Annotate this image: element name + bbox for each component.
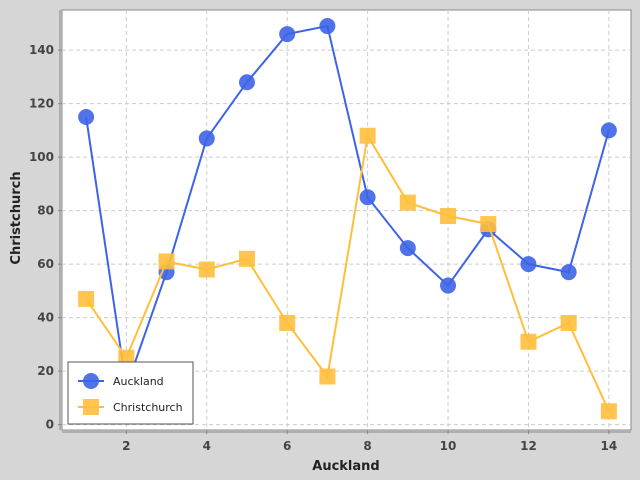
legend-box	[67, 361, 194, 425]
legend-label-christchurch: Christchurch	[113, 401, 183, 414]
y-axis-ticks: 0 20 40 60 80 100 120 140	[29, 43, 62, 432]
x-tick-label: 10	[440, 439, 457, 453]
x-tick-label: 6	[283, 439, 291, 453]
data-point-christchurch	[158, 253, 175, 270]
y-axis-title: Christchurch	[9, 171, 24, 264]
data-point-auckland	[78, 109, 95, 126]
data-point-christchurch	[440, 207, 457, 224]
data-point-christchurch	[78, 290, 95, 307]
data-point-christchurch	[279, 314, 296, 331]
y-tick-label: 0	[46, 418, 54, 432]
data-point-christchurch	[238, 250, 255, 267]
legend-marker-christchurch	[83, 399, 99, 415]
data-point-christchurch	[560, 314, 577, 331]
data-point-christchurch	[520, 333, 537, 350]
data-point-auckland	[520, 256, 537, 273]
x-axis-ticks: 2 4 6 8 10 12 14	[122, 430, 617, 453]
data-point-christchurch	[399, 194, 416, 211]
y-tick-label: 140	[29, 43, 54, 57]
data-point-auckland	[198, 130, 215, 147]
x-tick-label: 12	[520, 439, 537, 453]
data-point-christchurch	[600, 403, 617, 420]
data-point-auckland	[560, 264, 577, 281]
y-tick-label: 40	[37, 311, 54, 325]
y-tick-label: 100	[29, 150, 54, 164]
x-tick-label: 2	[122, 439, 130, 453]
y-tick-label: 80	[37, 204, 54, 218]
legend-label-auckland: Auckland	[113, 375, 164, 388]
data-point-auckland	[279, 26, 296, 43]
data-point-christchurch	[198, 261, 215, 278]
data-point-auckland	[359, 189, 376, 206]
axes	[59, 10, 631, 433]
data-point-auckland	[399, 240, 416, 257]
y-tick-label: 120	[29, 97, 54, 111]
x-tick-label: 4	[203, 439, 211, 453]
y-tick-label: 60	[37, 257, 54, 271]
data-point-christchurch	[359, 127, 376, 144]
x-axis-title: Auckland	[312, 459, 379, 474]
data-point-auckland	[600, 122, 617, 139]
data-point-christchurch	[319, 368, 336, 385]
y-tick-label: 20	[37, 364, 54, 378]
plot-area	[61, 9, 632, 431]
x-tick-label: 14	[601, 439, 618, 453]
x-tick-label: 8	[363, 439, 371, 453]
legend-marker-auckland	[83, 373, 99, 389]
series-line-auckland	[85, 24, 610, 388]
series-layer	[78, 18, 617, 420]
legend: Auckland Christchurch	[67, 361, 194, 425]
data-point-christchurch	[480, 216, 497, 233]
data-point-auckland	[238, 74, 255, 91]
data-point-auckland	[319, 18, 336, 35]
data-point-auckland	[440, 277, 457, 294]
